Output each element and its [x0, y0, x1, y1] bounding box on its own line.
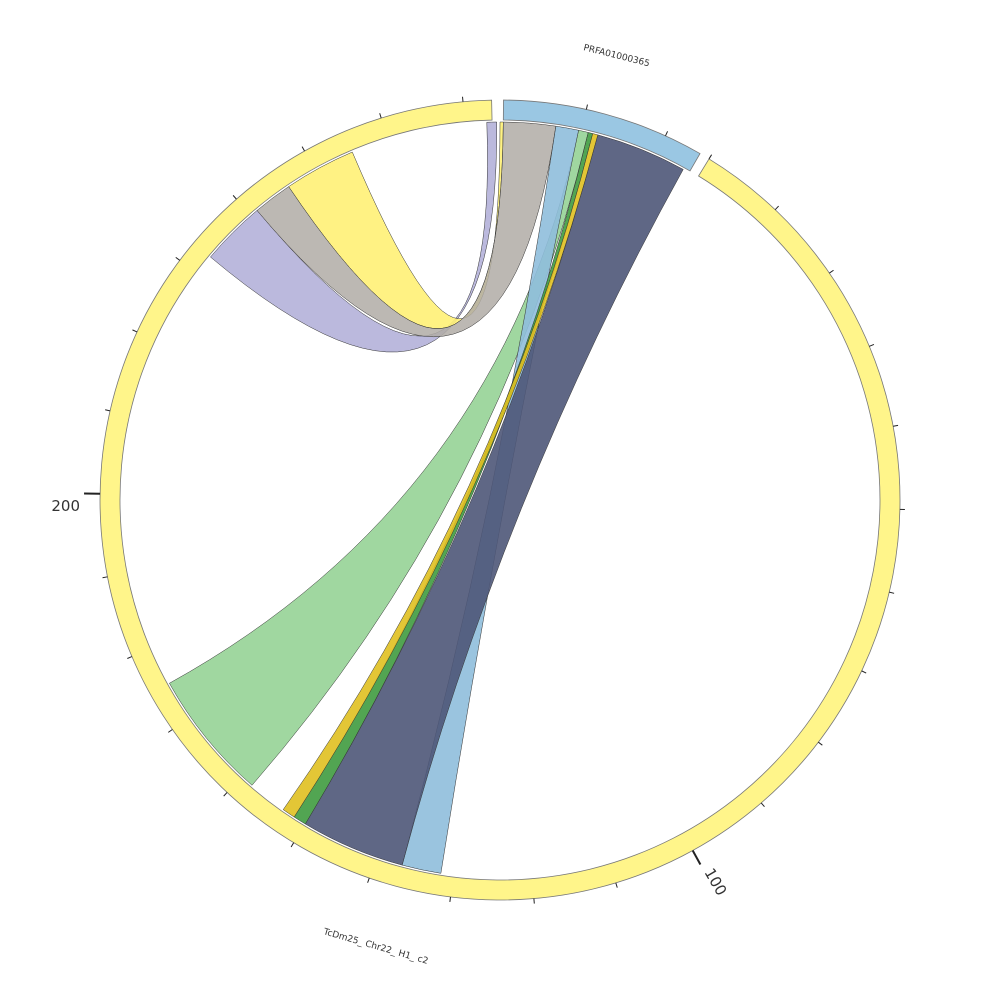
ring [84, 96, 905, 904]
tick [167, 729, 173, 733]
ribbon [282, 133, 599, 818]
tick [691, 850, 702, 866]
tick [889, 591, 895, 594]
ribbon [304, 134, 684, 866]
tick [869, 343, 875, 347]
tick [379, 113, 382, 119]
tick [367, 877, 370, 883]
tick [105, 409, 111, 412]
tick [829, 269, 834, 274]
tick [585, 104, 588, 110]
tick [818, 741, 823, 746]
segment [502, 99, 701, 172]
segment [99, 99, 901, 901]
ribbon [210, 121, 497, 353]
tick [301, 146, 305, 152]
tick [290, 842, 295, 848]
tick [175, 256, 181, 261]
tick [708, 154, 713, 160]
tick [615, 882, 618, 888]
tick [861, 670, 867, 674]
segment-label: PRFA01000365 [582, 43, 650, 69]
tick [132, 329, 138, 333]
tick [893, 424, 899, 427]
tick [449, 896, 451, 902]
tick-label: 100 [701, 865, 731, 899]
tick [102, 576, 108, 579]
tick [127, 656, 133, 659]
tick-label: 200 [51, 497, 80, 515]
ribbons [169, 121, 684, 874]
ribbon [256, 121, 557, 338]
tick [774, 205, 779, 211]
tick [665, 131, 669, 137]
tick [760, 802, 765, 808]
tick [223, 792, 228, 797]
tick [232, 195, 237, 200]
segment-label: TcDm25_ Chr22_ H1_ c2 [321, 927, 429, 967]
